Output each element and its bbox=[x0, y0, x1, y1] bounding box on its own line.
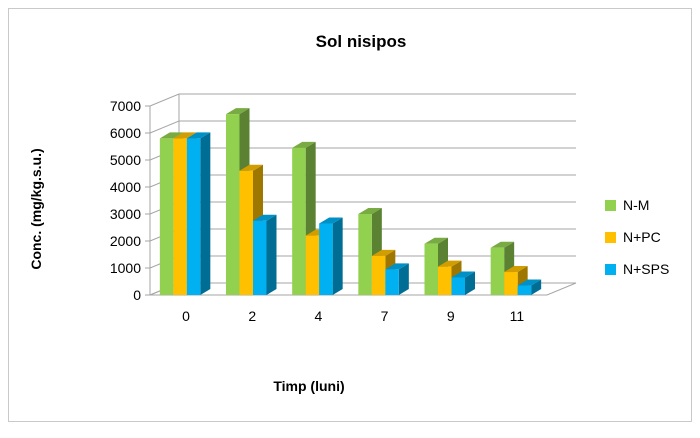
y-tick-label: 6000 bbox=[110, 125, 141, 141]
y-tick-label: 1000 bbox=[110, 260, 141, 276]
legend-swatch bbox=[605, 232, 616, 243]
bars bbox=[159, 108, 542, 295]
gridline bbox=[149, 147, 576, 161]
x-tick-label: 4 bbox=[315, 308, 323, 324]
x-axis-title: Timp (luni) bbox=[273, 378, 344, 394]
x-tick-label: 11 bbox=[510, 308, 525, 324]
gridline bbox=[149, 120, 576, 134]
x-tick-label: 2 bbox=[248, 308, 256, 324]
x-tick-label: 9 bbox=[447, 308, 455, 324]
chart-area: Sol nisipos 0 1000 2000 3000 4000 5000 6000 700… bbox=[8, 8, 692, 422]
y-tick-label: 7000 bbox=[110, 98, 141, 114]
x-tick-label: 0 bbox=[182, 308, 190, 324]
legend-label: N-M bbox=[623, 197, 649, 213]
y-tick-label: 0 bbox=[133, 287, 141, 303]
y-axis-title: Conc. (mg/kg.s.u.) bbox=[28, 148, 44, 269]
bar-NSPS-2 bbox=[253, 214, 277, 295]
bar-NSPS-4 bbox=[319, 217, 343, 295]
y-tick-label: 2000 bbox=[110, 233, 141, 249]
x-axis-ticks: 0 2 4 7 9 11 bbox=[182, 308, 524, 324]
y-tick-label: 3000 bbox=[110, 206, 141, 222]
legend-label: N+PC bbox=[623, 229, 661, 245]
bar-NSPS-7 bbox=[385, 263, 409, 295]
x-tick-label: 7 bbox=[381, 308, 389, 324]
legend-label: N+SPS bbox=[623, 261, 669, 277]
y-tick-label: 4000 bbox=[110, 179, 141, 195]
chart-title: Sol nisipos bbox=[316, 32, 407, 51]
legend: N-M N+PC N+SPS bbox=[605, 197, 669, 277]
legend-swatch bbox=[605, 264, 616, 275]
chart-canvas: Sol nisipos 0100020003000400050006000700… bbox=[28, 32, 669, 394]
gridline bbox=[149, 93, 576, 107]
bar-NSPS-0 bbox=[186, 132, 211, 295]
bar-NSPS-11 bbox=[517, 279, 542, 295]
gridline bbox=[149, 174, 576, 188]
y-axis-ticks: 0 1000 2000 3000 4000 5000 6000 7000 bbox=[110, 98, 150, 303]
legend-swatch bbox=[605, 200, 616, 211]
bar-NSPS-9 bbox=[451, 271, 475, 295]
y-tick-label: 5000 bbox=[110, 152, 141, 168]
